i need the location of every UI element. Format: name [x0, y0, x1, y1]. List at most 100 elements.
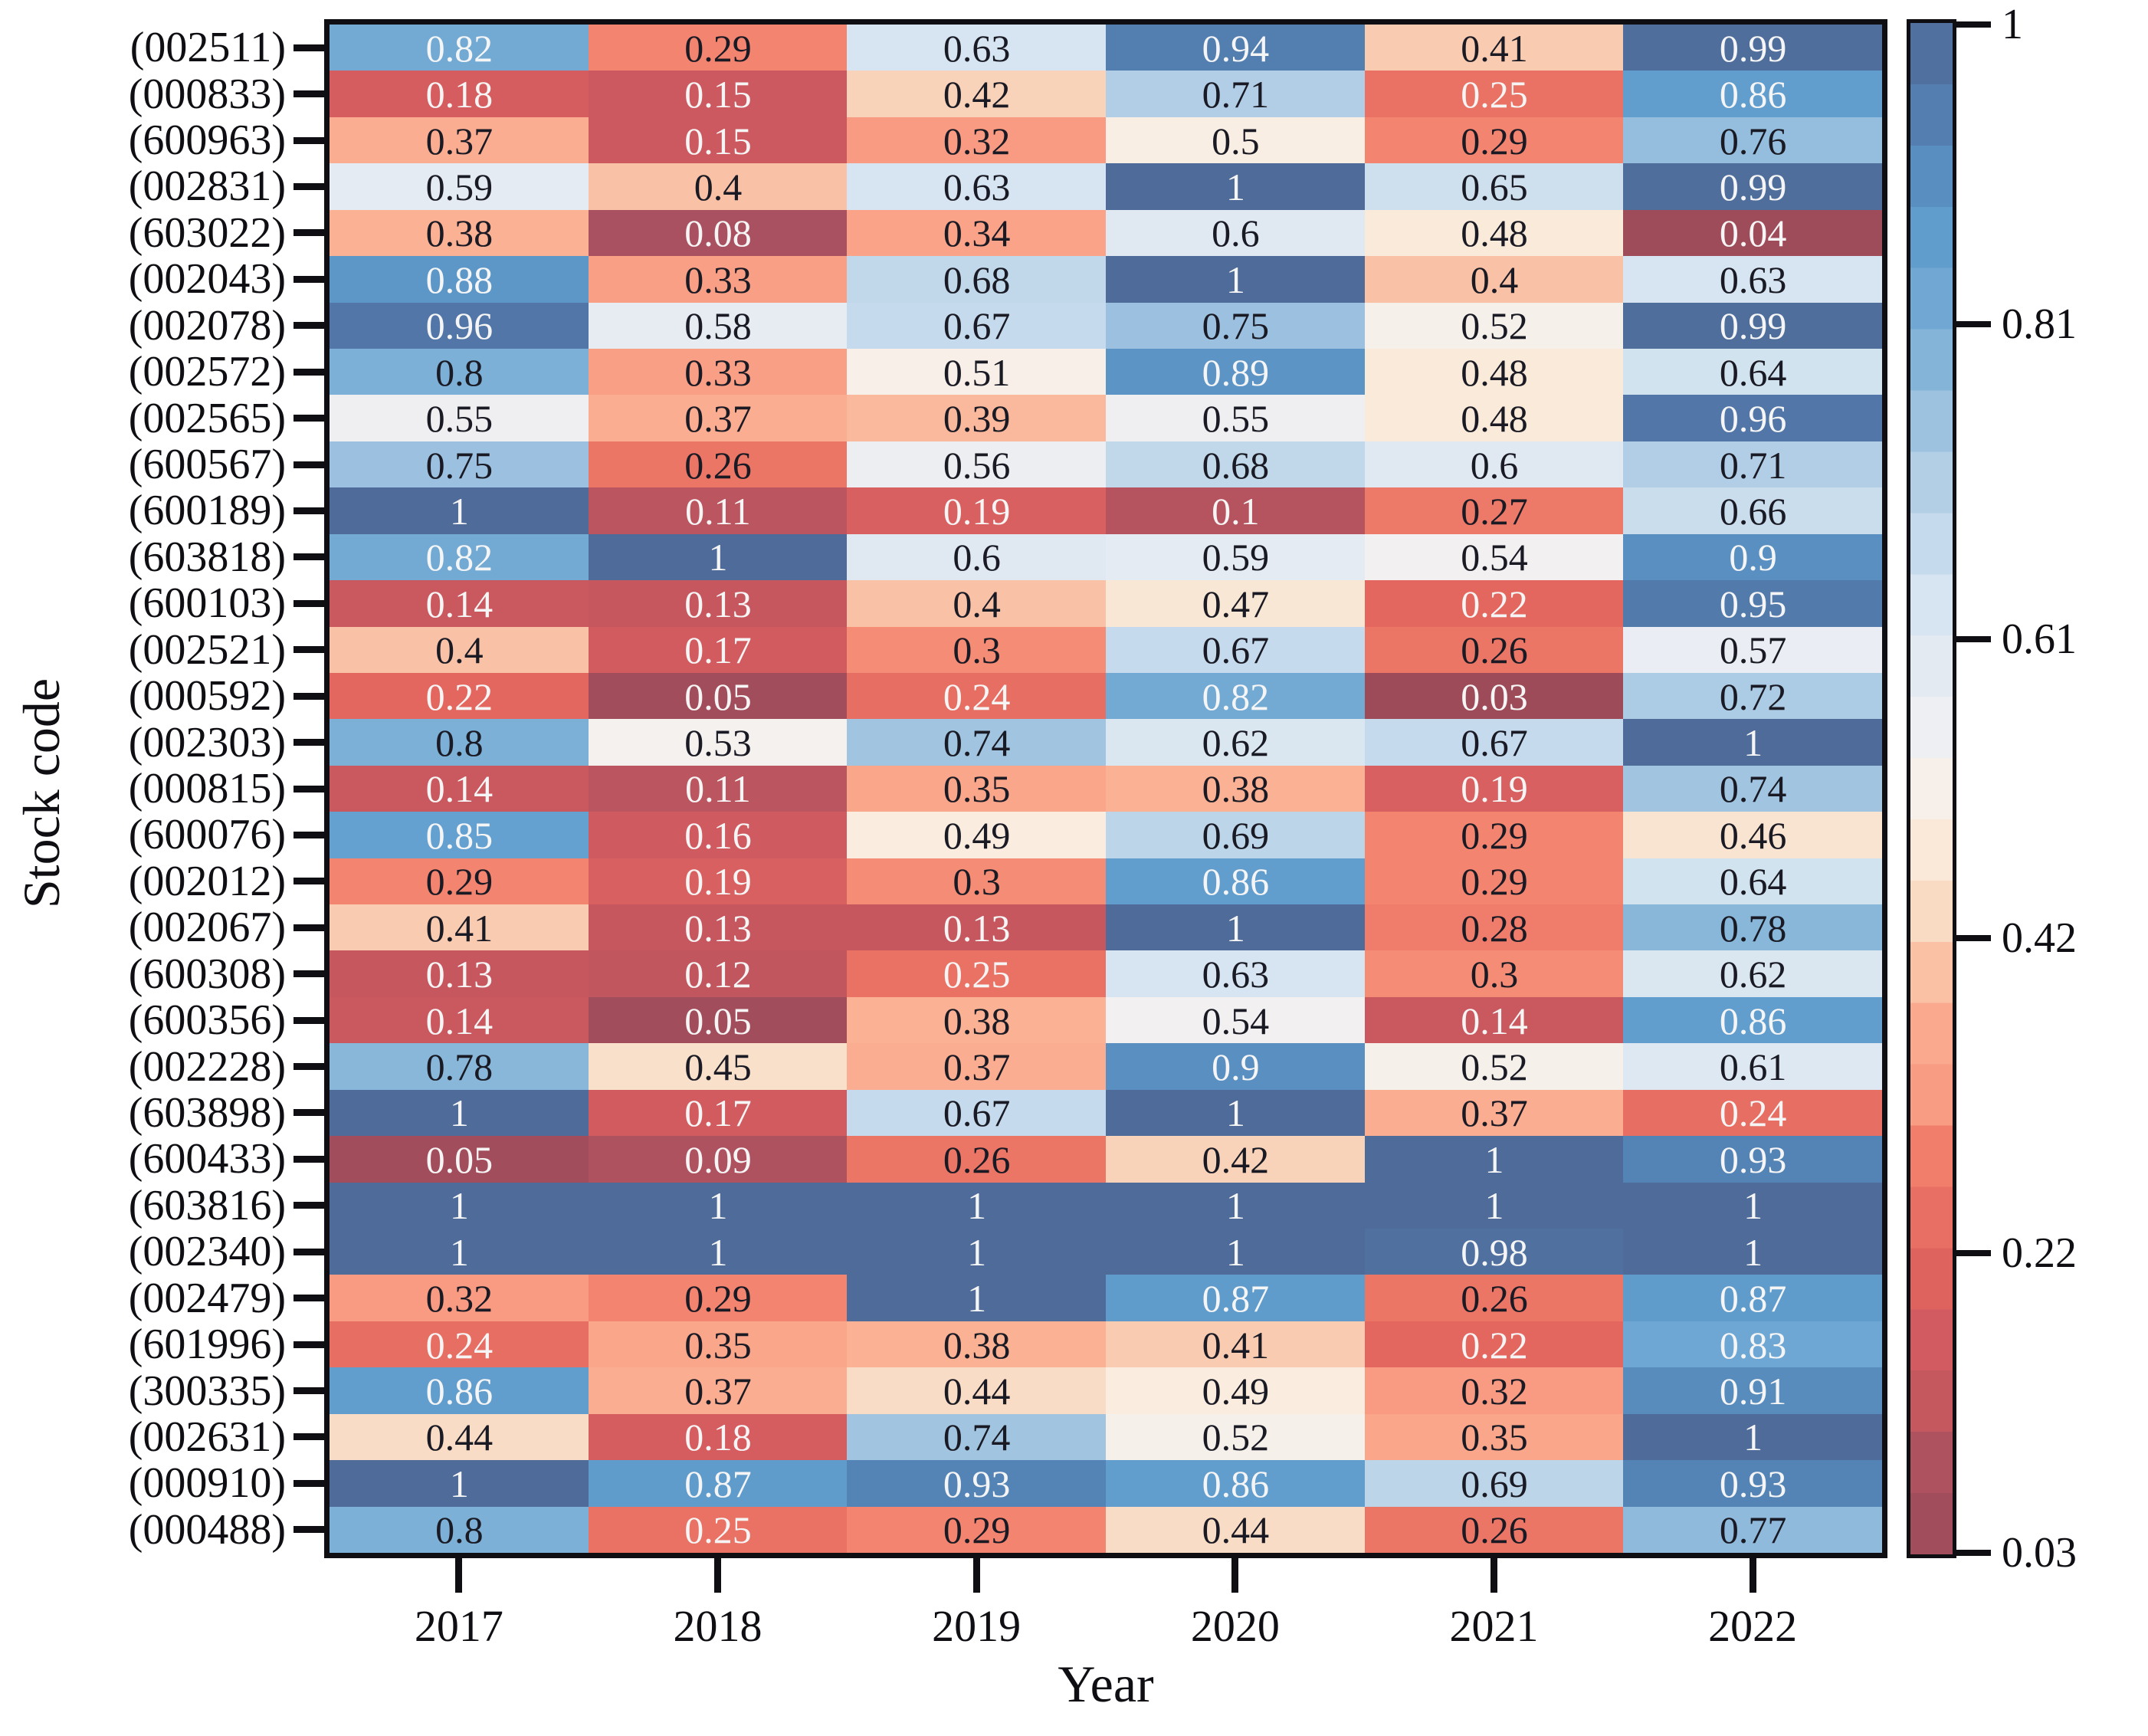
- heatmap-cell: 0.4: [588, 163, 848, 211]
- y-tick-label: (000910): [128, 1459, 286, 1508]
- heatmap-cell: 0.64: [1623, 348, 1882, 396]
- heatmap-cell: 0.37: [588, 1367, 848, 1415]
- heatmap-cell: 0.34: [847, 209, 1107, 258]
- heatmap-cell: 0.35: [1364, 1413, 1625, 1462]
- heatmap-cell: 0.88: [330, 256, 589, 304]
- heatmap-cell: 1: [330, 1182, 589, 1230]
- heatmap-cell: 0.8: [330, 719, 589, 766]
- y-tick-mark: [294, 1016, 326, 1024]
- heatmap-cell: 0.8: [330, 1506, 589, 1553]
- heatmap-cell: 0.46: [1623, 812, 1882, 859]
- y-tick-mark: [294, 1341, 326, 1348]
- colorbar-tick-label: 1: [2002, 1, 2023, 48]
- heatmap-plot-frame: 0.82 0.29 0.63 0.94 0.41 0.99 0.18 0.15 0.42 0.71…: [324, 19, 1887, 1558]
- heatmap-cell: 0.35: [588, 1321, 848, 1369]
- heatmap-cell: 0.93: [847, 1460, 1107, 1508]
- heatmap-cell: 0.44: [847, 1367, 1107, 1415]
- heatmap-cell: 0.93: [1623, 1460, 1882, 1508]
- heatmap-cell: 0.63: [847, 25, 1107, 72]
- heatmap-cell: 0.65: [1364, 163, 1625, 211]
- heatmap-cell: 0.12: [588, 950, 848, 998]
- heatmap-cell: 0.37: [330, 116, 589, 165]
- heatmap-cell: 0.18: [588, 1413, 848, 1462]
- x-tick-label: 2018: [673, 1601, 762, 1651]
- y-tick-label: (000815): [128, 765, 286, 812]
- heatmap-cell: 0.4: [330, 626, 589, 674]
- heatmap-cell: 0.15: [588, 116, 848, 165]
- heatmap-cell: 0.48: [1364, 209, 1625, 258]
- heatmap-cell: 0.19: [847, 487, 1107, 535]
- heatmap-cell: 0.19: [588, 858, 848, 906]
- heatmap-cell: 0.44: [1106, 1506, 1366, 1553]
- heatmap-cell: 0.32: [847, 116, 1107, 165]
- heatmap-cell: 0.25: [1364, 71, 1625, 118]
- heatmap-cell: 0.82: [1106, 672, 1366, 720]
- heatmap-cell: 0.86: [1623, 71, 1882, 118]
- heatmap-cell: 0.25: [588, 1506, 848, 1553]
- heatmap-cell: 0.54: [1106, 996, 1366, 1045]
- heatmap-cell: 0.18: [330, 71, 589, 118]
- heatmap-cell: 0.05: [330, 1136, 589, 1183]
- y-tick-label: (000488): [128, 1505, 286, 1554]
- y-tick-mark: [294, 1387, 326, 1394]
- y-tick-mark: [294, 831, 326, 838]
- heatmap-cell: 0.37: [588, 395, 848, 442]
- heatmap-cell: 0.03: [1364, 672, 1625, 720]
- heatmap-cell: 0.74: [847, 1413, 1107, 1462]
- y-tick-mark: [294, 1109, 326, 1117]
- heatmap-cell: 0.28: [1364, 904, 1625, 952]
- x-tick-label: 2020: [1190, 1601, 1280, 1651]
- heatmap-cell: 0.55: [1106, 395, 1366, 442]
- heatmap-cell: 0.29: [330, 858, 589, 906]
- heatmap-cell: 0.16: [588, 812, 848, 859]
- heatmap-cell: 0.99: [1623, 302, 1882, 349]
- y-tick-mark: [294, 90, 326, 98]
- colorbar-tick-label: 0.22: [2002, 1229, 2077, 1278]
- heatmap-cell: 0.51: [847, 348, 1107, 396]
- heatmap-cell: 0.83: [1623, 1321, 1882, 1369]
- heatmap-cell: 1: [847, 1275, 1107, 1322]
- y-tick-label: (600567): [128, 441, 286, 489]
- heatmap-cell: 0.68: [847, 256, 1107, 304]
- heatmap-cell: 0.33: [588, 348, 848, 396]
- x-tick-label: 2019: [932, 1601, 1022, 1651]
- heatmap-cell: 0.14: [1364, 996, 1625, 1045]
- heatmap-cell: 0.41: [330, 904, 589, 952]
- y-tick-mark: [294, 692, 326, 700]
- heatmap-cell: 0.3: [847, 626, 1107, 674]
- heatmap-cell: 0.13: [588, 904, 848, 952]
- heatmap-cell: 0.6: [1364, 441, 1625, 489]
- heatmap-cell: 0.42: [847, 71, 1107, 118]
- y-tick-label: (600308): [128, 950, 286, 998]
- heatmap-cell: 0.87: [588, 1460, 848, 1508]
- x-axis-title: Year: [1058, 1655, 1154, 1713]
- y-tick-mark: [294, 1526, 326, 1534]
- heatmap-cell: 0.64: [1623, 858, 1882, 906]
- y-tick-mark: [294, 44, 326, 51]
- heatmap-cell: 0.15: [588, 71, 848, 118]
- heatmap-cell: 0.22: [1364, 1321, 1625, 1369]
- y-tick-label: (002831): [128, 162, 286, 211]
- heatmap-cell: 0.68: [1106, 441, 1366, 489]
- heatmap-cell: 0.82: [330, 25, 589, 72]
- heatmap-cell: 1: [1106, 163, 1366, 211]
- heatmap-cell: 0.05: [588, 996, 848, 1045]
- heatmap-cell: 0.99: [1623, 163, 1882, 211]
- heatmap-cell: 0.19: [1364, 765, 1625, 813]
- y-tick-mark: [294, 1433, 326, 1441]
- heatmap-cell: 0.26: [847, 1136, 1107, 1183]
- y-tick-mark: [294, 739, 326, 747]
- y-tick-label: (002521): [128, 625, 286, 674]
- heatmap-cell: 0.55: [330, 395, 589, 442]
- heatmap-cell: 0.24: [330, 1321, 589, 1369]
- y-tick-mark: [294, 415, 326, 422]
- y-tick-mark: [294, 1202, 326, 1209]
- heatmap-cell: 0.75: [330, 441, 589, 489]
- heatmap-cell: 0.71: [1623, 441, 1882, 489]
- y-tick-mark: [294, 1295, 326, 1302]
- y-tick-label: (002078): [128, 301, 286, 349]
- x-tick-mark: [1749, 1558, 1756, 1593]
- heatmap-cell: 1: [330, 1089, 589, 1137]
- heatmap-cell: 0.96: [1623, 395, 1882, 442]
